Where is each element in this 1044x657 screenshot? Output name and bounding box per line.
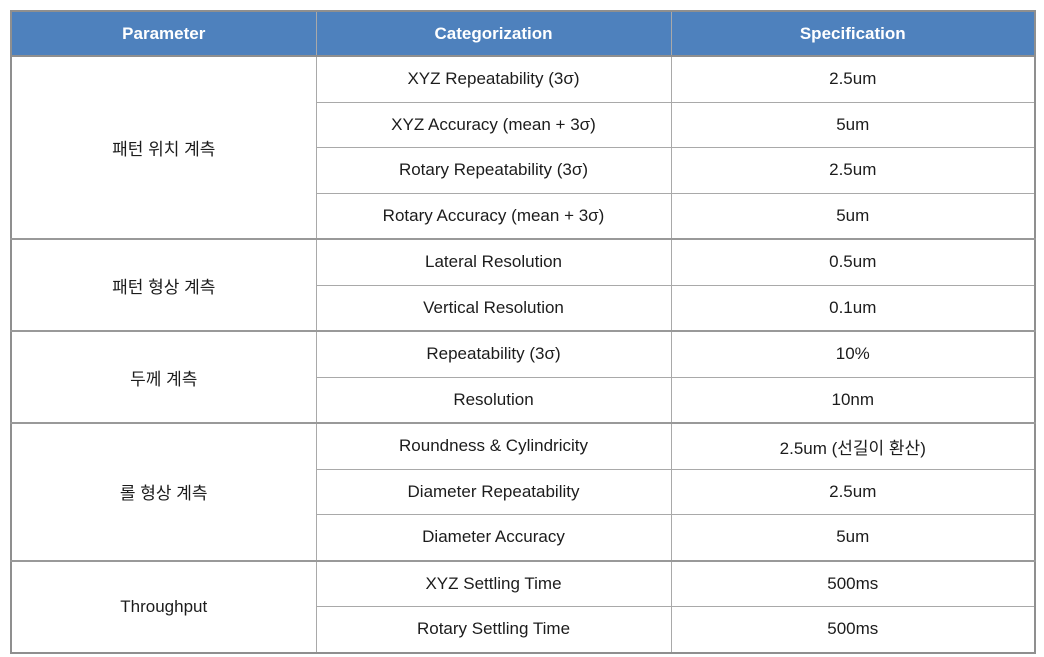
specification-table: Parameter Categorization Specification 패… — [10, 10, 1036, 654]
table-row: Rotary Accuracy (mean + 3σ) 5um — [11, 192, 1036, 240]
specification-cell: 2.5um — [670, 468, 1036, 515]
categorization-cell: Vertical Resolution — [315, 284, 672, 332]
categorization-cell: Diameter Accuracy — [315, 514, 672, 561]
categorization-cell: Roundness & Cylindricity — [315, 422, 672, 470]
table-row: Vertical Resolution 0.1um — [11, 284, 1036, 332]
parameter-cell: 패턴 위치 계측 — [10, 55, 317, 240]
specification-cell: 10nm — [670, 376, 1036, 424]
column-header-categorization: Categorization — [315, 10, 672, 57]
table-row: Diameter Accuracy 5um — [11, 514, 1036, 561]
table-row: Throughput XYZ Settling Time 500ms — [10, 559, 1036, 653]
categorization-cell: XYZ Settling Time — [315, 559, 672, 607]
specification-cell: 5um — [670, 192, 1036, 240]
categorization-cell: Resolution — [315, 376, 672, 424]
specification-cell: 2.5um — [670, 55, 1036, 103]
parameter-cell: 롤 형상 계측 — [10, 422, 317, 561]
categorization-cell: XYZ Accuracy (mean + 3σ) — [315, 101, 672, 148]
specification-cell: 500ms — [670, 559, 1036, 607]
table-row: XYZ Accuracy (mean + 3σ) 5um — [11, 101, 1036, 148]
column-header-parameter: Parameter — [10, 10, 317, 57]
specification-cell: 0.5um — [670, 238, 1036, 286]
specification-cell: 2.5um (선길이 환산) — [670, 422, 1036, 470]
table-row: Rotary Repeatability (3σ) 2.5um — [11, 147, 1036, 194]
categorization-cell: Lateral Resolution — [315, 238, 672, 286]
categorization-cell: Rotary Settling Time — [315, 606, 672, 653]
table-row: 패턴 형상 계측 Lateral Resolution 0.5um — [10, 238, 1036, 332]
categorization-cell: Rotary Repeatability (3σ) — [315, 147, 672, 194]
table-row: Resolution 10nm — [11, 376, 1036, 424]
categorization-cell: XYZ Repeatability (3σ) — [315, 55, 672, 103]
table-header-row: Parameter Categorization Specification — [10, 10, 1036, 57]
specification-cell: 5um — [670, 101, 1036, 148]
table-row: Diameter Repeatability 2.5um — [11, 468, 1036, 515]
categorization-cell: Rotary Accuracy (mean + 3σ) — [315, 192, 672, 240]
table-row: 패턴 위치 계측 XYZ Repeatability (3σ) 2.5um — [10, 55, 1036, 240]
parameter-cell: 두께 계측 — [10, 330, 317, 424]
specification-cell: 500ms — [670, 606, 1036, 653]
parameter-cell: Throughput — [10, 559, 317, 653]
table-row: 롤 형상 계측 Roundness & Cylindricity 2.5um (선길… — [10, 422, 1036, 561]
categorization-cell: Repeatability (3σ) — [315, 330, 672, 378]
parameter-cell: 패턴 형상 계측 — [10, 238, 317, 332]
table-row: 두께 계측 Repeatability (3σ) 10% — [10, 330, 1036, 424]
specification-cell: 0.1um — [670, 284, 1036, 332]
table-body: 패턴 위치 계측 XYZ Repeatability (3σ) 2.5um XYZ A… — [10, 55, 1036, 653]
specification-cell: 2.5um — [670, 147, 1036, 194]
table-row: Rotary Settling Time 500ms — [11, 606, 1036, 653]
specification-cell: 10% — [670, 330, 1036, 378]
categorization-cell: Diameter Repeatability — [315, 468, 672, 515]
specification-cell: 5um — [670, 514, 1036, 561]
column-header-specification: Specification — [670, 10, 1036, 57]
